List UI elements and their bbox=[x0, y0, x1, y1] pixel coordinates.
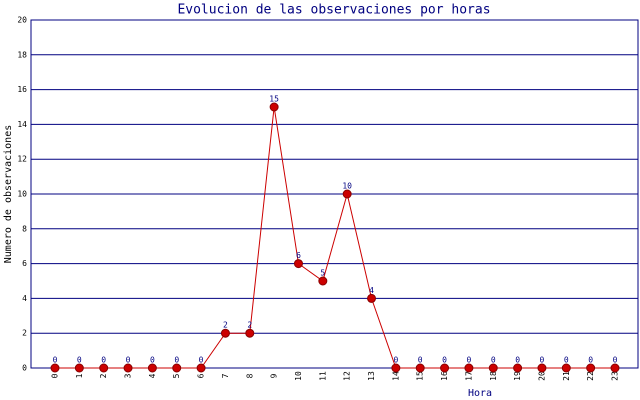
data-label: 10 bbox=[342, 182, 352, 191]
y-tick-label: 4 bbox=[22, 294, 27, 303]
y-tick-label: 0 bbox=[22, 364, 27, 373]
x-tick-label: 11 bbox=[318, 371, 327, 381]
data-label: 2 bbox=[223, 321, 228, 330]
point bbox=[440, 363, 450, 373]
point bbox=[196, 363, 206, 373]
point bbox=[318, 276, 328, 286]
y-tick-label: 12 bbox=[17, 155, 27, 164]
data-label: 0 bbox=[540, 356, 545, 365]
data-label: 0 bbox=[613, 356, 618, 365]
data-label: 15 bbox=[269, 95, 279, 104]
data-label: 0 bbox=[393, 356, 398, 365]
x-tick-label: 14 bbox=[391, 371, 400, 381]
point bbox=[74, 363, 84, 373]
data-label: 0 bbox=[466, 356, 471, 365]
data-label: 0 bbox=[515, 356, 520, 365]
y-tick-label: 18 bbox=[17, 50, 27, 59]
point bbox=[269, 102, 279, 112]
y-tick-label: 20 bbox=[17, 16, 27, 25]
y-tick-label: 8 bbox=[22, 224, 27, 233]
x-tick-label: 21 bbox=[562, 371, 571, 381]
point bbox=[220, 328, 230, 338]
point bbox=[99, 363, 109, 373]
x-tick-label: 22 bbox=[586, 371, 595, 381]
y-tick-label: 14 bbox=[17, 120, 27, 129]
x-tick-label: 23 bbox=[611, 371, 620, 381]
y-tick-label: 16 bbox=[17, 85, 27, 94]
x-tick-label: 1 bbox=[75, 373, 84, 378]
point bbox=[537, 363, 547, 373]
x-tick-label: 5 bbox=[172, 373, 181, 378]
x-tick-label: 18 bbox=[489, 371, 498, 381]
data-label: 0 bbox=[442, 356, 447, 365]
x-tick-label: 7 bbox=[221, 373, 230, 378]
data-label: 0 bbox=[418, 356, 423, 365]
data-label: 2 bbox=[247, 321, 252, 330]
data-label: 4 bbox=[369, 286, 374, 295]
x-tick-label: 19 bbox=[513, 371, 522, 381]
data-label: 0 bbox=[564, 356, 569, 365]
point bbox=[123, 363, 133, 373]
point bbox=[586, 363, 596, 373]
x-tick-label: 13 bbox=[367, 371, 376, 381]
data-label: 0 bbox=[126, 356, 131, 365]
x-tick-label: 4 bbox=[148, 373, 157, 378]
data-label: 0 bbox=[101, 356, 106, 365]
x-tick-label: 2 bbox=[99, 373, 108, 378]
x-tick-label: 0 bbox=[51, 373, 60, 378]
data-label: 0 bbox=[150, 356, 155, 365]
data-label: 0 bbox=[491, 356, 496, 365]
x-tick-label: 17 bbox=[464, 371, 473, 381]
point bbox=[415, 363, 425, 373]
y-tick-label: 2 bbox=[22, 329, 27, 338]
point bbox=[561, 363, 571, 373]
x-tick-label: 20 bbox=[537, 371, 546, 381]
point bbox=[245, 328, 255, 338]
x-tick-label: 16 bbox=[440, 371, 449, 381]
data-label: 5 bbox=[320, 269, 325, 278]
y-tick-label: 6 bbox=[22, 259, 27, 268]
data-label: 6 bbox=[296, 251, 301, 260]
point bbox=[513, 363, 523, 373]
point bbox=[391, 363, 401, 373]
x-axis-label: Hora bbox=[468, 388, 492, 399]
point bbox=[293, 259, 303, 269]
x-tick-label: 15 bbox=[416, 371, 425, 381]
point bbox=[172, 363, 182, 373]
point bbox=[367, 293, 377, 303]
y-axis-label: Numero de observaciones bbox=[3, 125, 14, 263]
data-label: 0 bbox=[588, 356, 593, 365]
x-tick-label: 8 bbox=[245, 373, 254, 378]
chart-title: Evolucion de las observaciones por horas bbox=[177, 3, 490, 18]
point bbox=[50, 363, 60, 373]
line bbox=[55, 106, 615, 369]
point bbox=[464, 363, 474, 373]
y-tick-label: 10 bbox=[17, 190, 27, 199]
point bbox=[610, 363, 620, 373]
point bbox=[342, 189, 352, 199]
data-label: 0 bbox=[199, 356, 204, 365]
x-tick-label: 9 bbox=[270, 373, 279, 378]
data-label: 0 bbox=[174, 356, 179, 365]
x-tick-label: 6 bbox=[197, 373, 206, 378]
point bbox=[147, 363, 157, 373]
data-label: 0 bbox=[77, 356, 82, 365]
x-tick-label: 3 bbox=[124, 373, 133, 378]
x-tick-label: 10 bbox=[294, 371, 303, 381]
point bbox=[488, 363, 498, 373]
x-tick-label: 12 bbox=[343, 371, 352, 381]
data-label: 0 bbox=[53, 356, 58, 365]
